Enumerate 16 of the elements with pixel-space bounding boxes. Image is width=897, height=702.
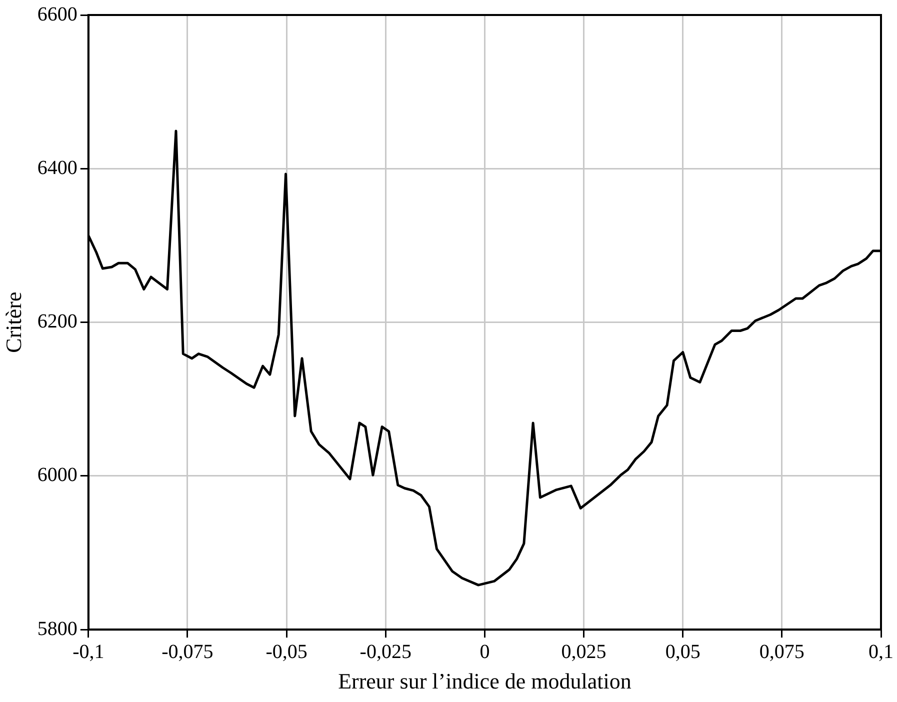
x-axis-title: Erreur sur l’indice de modulation — [338, 668, 632, 694]
x-tick-label: -0,075 — [162, 640, 214, 663]
x-tick-label: 0,1 — [868, 640, 894, 663]
y-tick-label: 6200 — [37, 310, 78, 333]
y-axis-title: Critère — [0, 292, 26, 353]
x-tick-label: 0,075 — [759, 640, 804, 663]
y-tick-label: 6600 — [37, 3, 78, 26]
x-tick-label: 0,025 — [561, 640, 606, 663]
x-tick-label: 0,05 — [665, 640, 700, 663]
x-tick-label: -0,025 — [360, 640, 412, 663]
y-tick-label: 6400 — [37, 156, 78, 179]
y-tick-label: 6000 — [37, 464, 78, 486]
x-tick-label: -0,1 — [72, 640, 104, 663]
x-tick-label: -0,05 — [266, 640, 308, 663]
x-tick-label: 0 — [480, 640, 490, 663]
y-tick-label: 5800 — [37, 618, 78, 640]
